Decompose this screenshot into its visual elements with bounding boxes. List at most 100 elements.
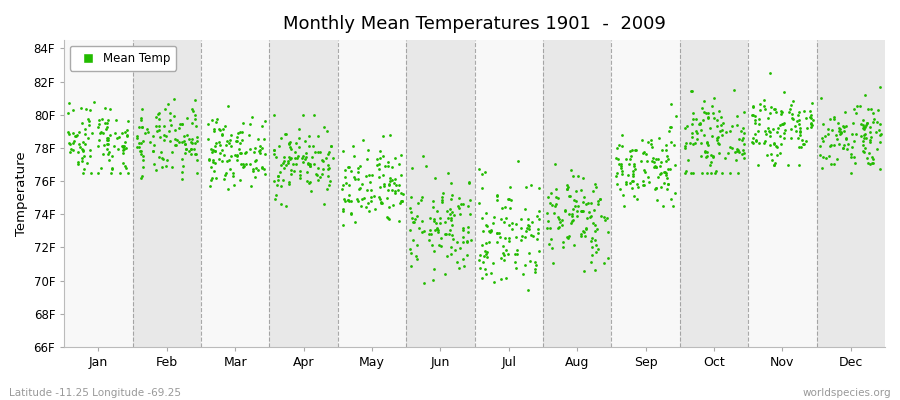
Point xyxy=(411,200,426,206)
Point xyxy=(805,122,819,128)
Point xyxy=(209,140,223,146)
Point xyxy=(548,201,562,207)
Point xyxy=(61,100,76,106)
Point xyxy=(700,115,715,121)
Point xyxy=(616,192,630,198)
Point xyxy=(626,173,641,179)
Point xyxy=(770,129,784,135)
Point xyxy=(336,206,350,212)
Point xyxy=(679,168,693,174)
Point xyxy=(188,97,202,103)
Point xyxy=(836,144,850,151)
Point xyxy=(373,155,387,161)
Point xyxy=(172,125,186,131)
Point xyxy=(435,197,449,203)
Point xyxy=(663,124,678,130)
Point xyxy=(767,140,781,147)
Point xyxy=(856,147,870,154)
Point xyxy=(831,120,845,126)
Point xyxy=(845,131,859,137)
Point xyxy=(232,140,247,146)
Point xyxy=(78,141,93,148)
Point xyxy=(119,145,133,151)
Point xyxy=(516,271,530,277)
Point xyxy=(490,192,504,199)
Point xyxy=(570,208,584,214)
Point xyxy=(100,120,114,126)
Point xyxy=(573,232,588,239)
Point xyxy=(519,184,534,190)
Point xyxy=(140,126,154,132)
Point xyxy=(668,190,682,196)
Point xyxy=(108,117,122,124)
Point xyxy=(220,186,235,193)
Point xyxy=(271,177,285,184)
Point xyxy=(837,123,851,130)
Point xyxy=(566,216,580,223)
Point xyxy=(373,184,387,190)
Point xyxy=(687,116,701,122)
Point xyxy=(206,159,220,165)
Point xyxy=(276,160,291,166)
Point xyxy=(436,194,450,200)
Point xyxy=(221,140,236,146)
Point xyxy=(558,207,572,213)
Point xyxy=(461,203,475,210)
Point xyxy=(775,108,789,115)
Point xyxy=(484,270,499,276)
Point xyxy=(716,132,730,139)
Point xyxy=(509,234,524,240)
Point xyxy=(423,231,437,238)
Point xyxy=(861,159,876,166)
Point xyxy=(292,167,307,174)
Point xyxy=(287,155,302,162)
Point xyxy=(659,142,673,148)
Point xyxy=(846,154,860,160)
Point xyxy=(647,159,662,165)
Point xyxy=(212,150,227,156)
Point xyxy=(372,160,386,167)
Point xyxy=(320,162,335,168)
Point xyxy=(527,259,542,265)
Point xyxy=(644,141,658,147)
Point xyxy=(231,146,246,152)
Point xyxy=(823,142,837,149)
Point xyxy=(99,141,113,147)
Point xyxy=(873,131,887,137)
Point xyxy=(276,158,291,164)
Point xyxy=(385,187,400,194)
Point xyxy=(282,181,296,187)
Point xyxy=(646,154,661,161)
Point xyxy=(832,125,846,131)
Point xyxy=(184,139,198,145)
Point xyxy=(338,197,353,204)
Point xyxy=(824,142,838,148)
Point xyxy=(381,159,395,166)
Point xyxy=(351,165,365,171)
Point xyxy=(827,114,842,120)
Point xyxy=(849,110,863,116)
Point xyxy=(858,145,872,152)
Point xyxy=(221,157,236,163)
Point xyxy=(76,152,91,159)
Point xyxy=(216,125,230,132)
Point xyxy=(220,158,234,164)
Point xyxy=(612,142,626,148)
Point xyxy=(573,208,588,214)
Point xyxy=(785,115,799,121)
Point xyxy=(723,144,737,150)
Point xyxy=(872,139,886,145)
Point xyxy=(522,223,536,230)
Point xyxy=(91,170,105,176)
Point xyxy=(176,139,190,145)
Point xyxy=(575,198,590,205)
Point xyxy=(814,135,829,141)
Point xyxy=(242,132,256,139)
Point xyxy=(415,194,429,200)
Point xyxy=(179,132,194,138)
Point xyxy=(152,122,166,129)
Point xyxy=(268,192,283,198)
Point xyxy=(832,141,846,148)
Point xyxy=(678,143,692,149)
Point xyxy=(105,164,120,171)
